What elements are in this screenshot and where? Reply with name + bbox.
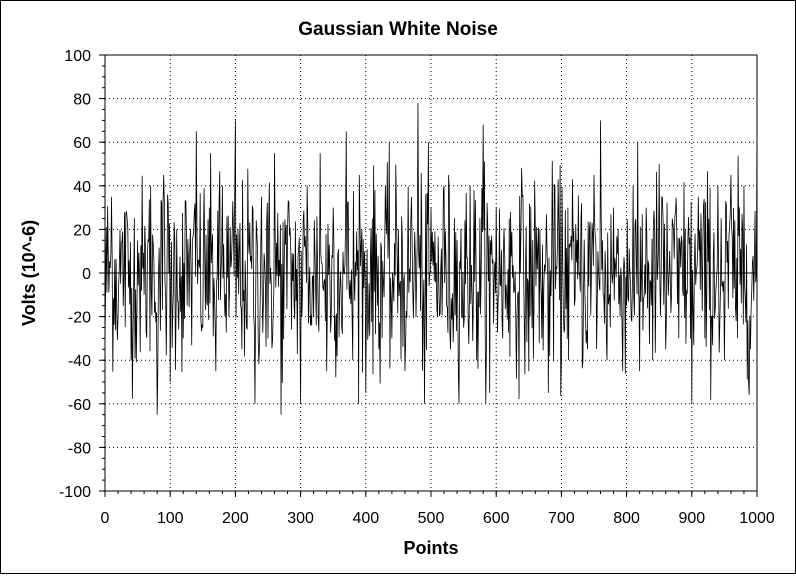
x-ticks: 0 100 200 300 400 500 600 700 800 900 1000 xyxy=(101,491,775,527)
y-tick-label: 20 xyxy=(73,222,91,239)
x-tick-label: 800 xyxy=(613,510,640,527)
x-tick-label: 600 xyxy=(483,510,510,527)
y-tick-label: -20 xyxy=(68,310,91,327)
series-group xyxy=(104,102,758,415)
y-tick-label: -60 xyxy=(68,397,91,414)
y-tick-label: 60 xyxy=(73,135,91,152)
x-tick-label: 900 xyxy=(678,510,705,527)
x-tick-label: 100 xyxy=(157,510,184,527)
x-tick-label: 200 xyxy=(222,510,249,527)
y-axis-title: Volts (10^-6) xyxy=(19,220,39,326)
x-tick-label: 0 xyxy=(101,510,110,527)
noise-series-line xyxy=(104,102,758,415)
x-tick-label: 1000 xyxy=(739,510,775,527)
x-axis-title: Points xyxy=(403,538,458,558)
chart-title: Gaussian White Noise xyxy=(298,19,498,40)
y-tick-label: -40 xyxy=(68,353,91,370)
y-tick-label: 40 xyxy=(73,179,91,196)
y-tick-label: 0 xyxy=(82,266,91,283)
y-ticks: 100 80 60 40 20 0 -20 -40 -60 -80 -100 xyxy=(59,48,105,501)
y-tick-label: 100 xyxy=(64,48,91,65)
x-tick-label: 400 xyxy=(352,510,379,527)
y-tick-label: 80 xyxy=(73,92,91,109)
x-tick-label: 300 xyxy=(287,510,314,527)
y-tick-label: -100 xyxy=(59,484,91,501)
y-tick-label: -80 xyxy=(68,440,91,457)
x-tick-label: 500 xyxy=(418,510,445,527)
grid xyxy=(105,55,757,491)
x-tick-label: 700 xyxy=(548,510,575,527)
